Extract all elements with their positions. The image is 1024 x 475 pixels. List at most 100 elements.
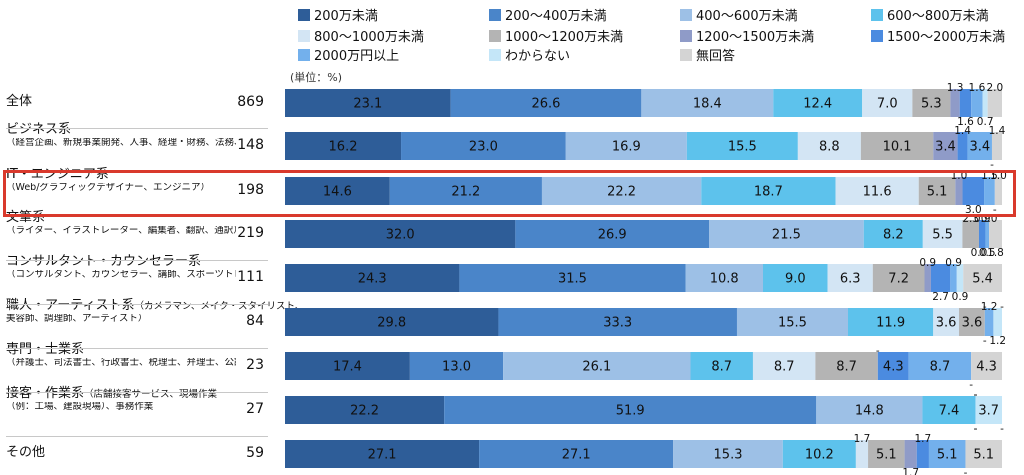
bar-segment (991, 132, 1002, 160)
legend-item: わからない (489, 45, 570, 64)
value-label: 1.2 (981, 301, 998, 313)
value-label: 24.3 (358, 272, 387, 287)
bar-segment (855, 440, 869, 468)
value-label: - (974, 389, 978, 401)
legend-item: 200万未満 (298, 5, 378, 24)
bar-segment (957, 132, 968, 160)
value-label: 15.5 (778, 316, 807, 331)
value-label: - (1000, 301, 1004, 313)
value-label: 22.2 (350, 404, 379, 419)
bar-segment (709, 220, 864, 248)
category-label: 職人・アーティスト系（カメラマン、メイク・スタイリスト、 美容師、調理師、アーティ… (6, 298, 304, 325)
legend-swatch (298, 8, 310, 21)
legend-swatch (680, 29, 692, 42)
value-label: 7.0 (877, 97, 898, 112)
bar-segment (962, 220, 979, 248)
value-label: 10.8 (710, 272, 739, 287)
legend-label: わからない (505, 49, 571, 64)
bar-segment (848, 308, 934, 336)
bar-segment (860, 132, 934, 160)
sample-size: 219 (237, 225, 264, 241)
bar-segment (950, 264, 957, 292)
sample-size: 84 (246, 313, 264, 329)
legend-item: 1000～1200万未満 (489, 26, 623, 45)
bar-segment (565, 132, 687, 160)
value-label: 1.5 (981, 170, 998, 182)
category-label: 接客・作業系（店舗接客サービス、現場作業 （例：工場、建設現場）、事務作業 (6, 386, 236, 413)
value-label: 0.0 (981, 213, 998, 225)
bar-segment (912, 89, 951, 117)
value-label: 2.7 (932, 291, 949, 303)
value-label: 16.2 (329, 140, 358, 155)
category-name: 文筆系 (6, 210, 236, 226)
value-label: 1.2 (989, 335, 1006, 347)
category-examples: （弁護士、司法書士、行政書士、税理士、弁理士、公認会計士、社労士） (6, 357, 236, 368)
bar-segment (950, 89, 960, 117)
value-label: 1.6 (957, 116, 974, 128)
value-label: 8.7 (711, 360, 732, 375)
value-label: 0.9 (952, 291, 969, 303)
legend-label: 400～600万未満 (696, 9, 798, 24)
legend-label: 2000万円以上 (314, 49, 400, 64)
bar-segment (975, 396, 1002, 424)
value-label: - (1000, 423, 1004, 435)
value-label: 5.1 (973, 448, 994, 463)
legend-swatch (298, 29, 310, 42)
category-title: 接客・作業系 (6, 386, 85, 401)
value-label: 16.9 (612, 140, 641, 155)
legend-swatch (489, 48, 501, 61)
value-label: 51.9 (616, 404, 645, 419)
row-divider (6, 260, 268, 261)
legend: 200万未満 200～400万未満 400～600万未満 600～800万未満 800～… (0, 0, 1024, 70)
category-title: 職人・アーティスト系 (6, 298, 135, 313)
category-name: 接客・作業系（店舗接客サービス、現場作業 (6, 386, 236, 402)
bar-segment (815, 352, 878, 380)
category-label: コンサルタント・カウンセラー系（コンサルタント、カウンセラー、講師、スポーツトレ… (6, 254, 236, 281)
bar-segment (933, 308, 960, 336)
value-label: - (964, 467, 968, 475)
bar-segment (409, 352, 504, 380)
category-examples: 美容師、調理師、アーティスト） (6, 313, 148, 324)
bar-segment (930, 264, 951, 292)
bar-segment (541, 177, 702, 205)
bar-segment (904, 440, 917, 468)
bar-segment (962, 177, 985, 205)
value-label: 32.0 (386, 228, 415, 243)
value-label: 5.1 (937, 448, 958, 463)
value-label: 3.7 (978, 404, 999, 419)
value-label: 13.0 (442, 360, 471, 375)
legend-label: 200～400万未満 (505, 9, 607, 24)
bar-segment (994, 177, 1002, 205)
bar-segment (701, 177, 836, 205)
value-label: - (990, 159, 994, 171)
legend-label: 200万未満 (314, 9, 378, 24)
bar-segment (877, 352, 909, 380)
value-label: 17.4 (333, 360, 362, 375)
bar-segment (863, 220, 923, 248)
bar-segment (967, 132, 992, 160)
category-examples: （Web/グラフィックデザイナー、エンジニア） (6, 182, 210, 193)
bar-segment (763, 264, 828, 292)
value-label: - (983, 335, 987, 347)
bar-segment (685, 264, 763, 292)
bar-segment (982, 89, 988, 117)
bar-segment (515, 220, 710, 248)
legend-label: 1500～2000万未満 (887, 30, 1006, 45)
bar-segment (285, 308, 499, 336)
sample-size: 23 (246, 357, 264, 373)
bar-segment (963, 264, 1002, 292)
bar-segment (862, 89, 913, 117)
row-divider (6, 392, 268, 393)
value-label: 3.6 (962, 316, 983, 331)
value-label: 5.5 (932, 228, 953, 243)
bar-segment (922, 220, 963, 248)
value-label: 14.6 (323, 185, 352, 200)
category-name: ビジネス系 (6, 122, 236, 138)
category-name: その他 (6, 445, 236, 461)
value-label: 11.6 (863, 185, 892, 200)
legend-item: 600～800万未満 (871, 5, 989, 24)
bar-segment (959, 308, 985, 336)
value-label: 1.6 (969, 82, 986, 94)
